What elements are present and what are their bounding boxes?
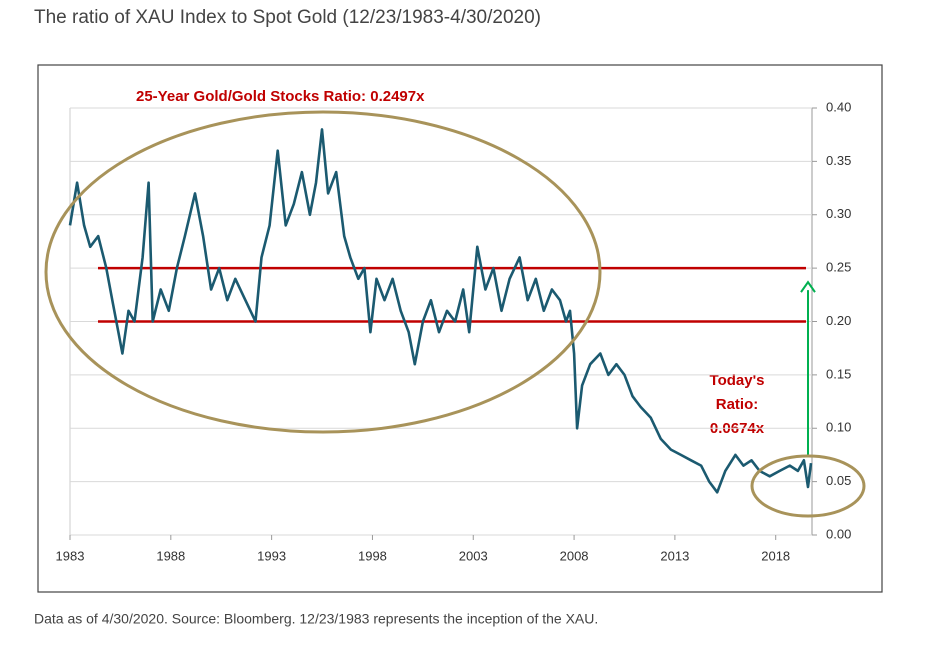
today-label-line: Ratio:: [716, 396, 759, 413]
highlight-ellipse: [750, 454, 866, 518]
today-label-line: Today's: [710, 372, 765, 389]
y-tick-label: 0.30: [826, 206, 851, 221]
footnote: Data as of 4/30/2020. Source: Bloomberg.…: [34, 611, 598, 627]
y-tick-label: 0.35: [826, 153, 851, 168]
chart-frame: [37, 64, 883, 593]
x-tick-label: 1993: [257, 548, 286, 563]
x-tick-label: 2013: [660, 548, 689, 563]
y-tick-label: 0.15: [826, 366, 851, 381]
y-tick-label: 0.25: [826, 260, 851, 275]
data-line: [68, 128, 813, 494]
chart-title: The ratio of XAU Index to Spot Gold (12/…: [34, 7, 541, 28]
y-tick-label: 0.20: [826, 313, 851, 328]
y-tick-label: 0.00: [826, 526, 851, 541]
x-tick-label: 1983: [56, 548, 85, 563]
x-tick-label: 2008: [560, 548, 589, 563]
highlight-ellipse: [44, 110, 602, 434]
x-tick-label: 1998: [358, 548, 387, 563]
x-tick-label: 2003: [459, 548, 488, 563]
y-tick-label: 0.10: [826, 420, 851, 435]
x-tick-label: 2018: [761, 548, 790, 563]
annotation: 25-Year Gold/Gold Stocks Ratio: 0.2497x: [136, 88, 425, 105]
today-label: Today's Ratio: 0.0674x: [710, 372, 765, 437]
arrow-head: [800, 280, 816, 293]
y-tick-label: 0.40: [826, 99, 851, 114]
y-tick-label: 0.05: [826, 473, 851, 488]
x-tick-label: 1988: [156, 548, 185, 563]
